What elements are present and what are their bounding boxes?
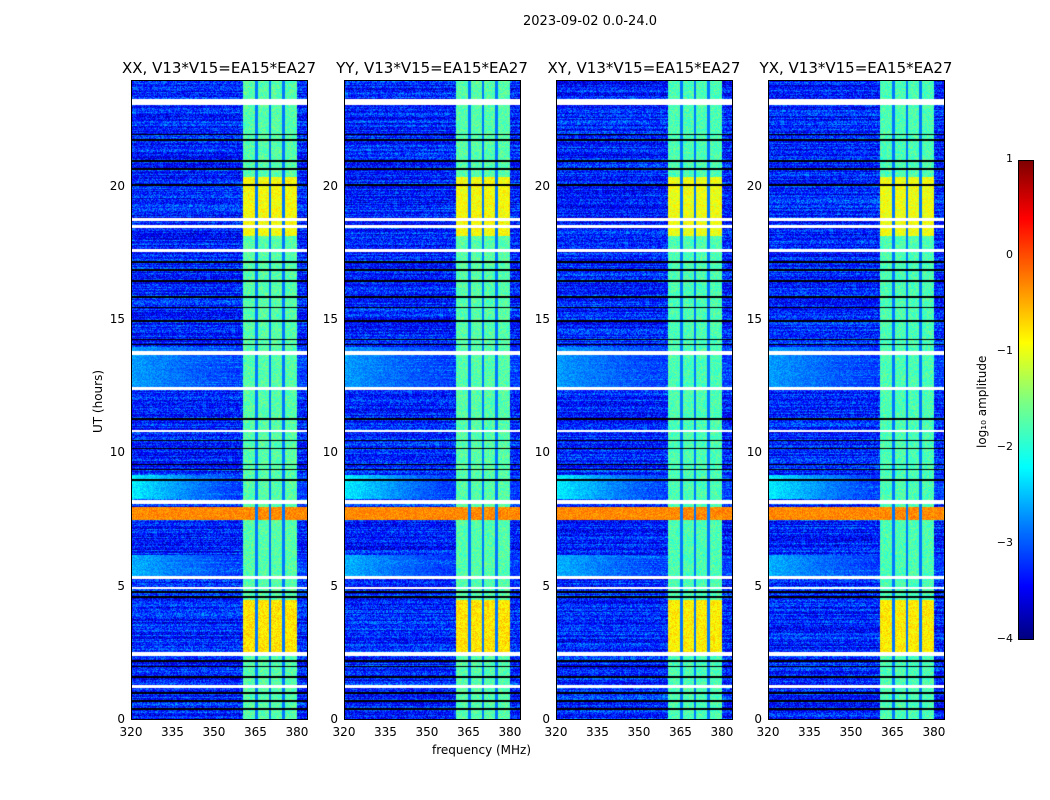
y-tick-label: 5: [117, 578, 125, 593]
y-tick-label: 0: [117, 712, 125, 726]
colorbar-tick-label: −3: [996, 536, 1013, 549]
x-tick-label: 320: [544, 725, 568, 739]
y-axis-label: UT (hours): [91, 369, 105, 433]
x-tick-label: 350: [839, 725, 863, 739]
x-tick-label: 365: [244, 725, 267, 739]
y-tick-label: 10: [322, 445, 338, 460]
heatmap-canvas-1: [345, 81, 520, 719]
heatmap-canvas-2: [557, 81, 732, 719]
x-tick-label: 380: [710, 725, 734, 739]
panel-title-0: XX, V13*V15=EA15*EA27: [121, 59, 316, 77]
y-tick-label: 10: [746, 445, 762, 460]
x-tick-label: 335: [161, 725, 184, 739]
spectrogram-panel-0: [131, 80, 308, 720]
x-tick-label: 320: [119, 725, 143, 739]
spectrogram-panel-1: [344, 80, 521, 720]
colorbar: [1018, 160, 1034, 640]
x-tick-label: 350: [415, 725, 439, 739]
colorbar-tick-label: 1: [1006, 152, 1013, 165]
colorbar-tick-label: 0: [1006, 248, 1013, 261]
y-tick-label: 15: [534, 312, 550, 326]
y-tick-label: 15: [109, 312, 125, 326]
x-tick-label: 350: [627, 725, 651, 739]
y-tick-label: 20: [109, 178, 125, 193]
colorbar-tick-label: −4: [996, 632, 1013, 645]
x-tick-label: 350: [202, 725, 226, 739]
colorbar-tick-label: −1: [996, 344, 1013, 357]
x-tick-label: 380: [922, 725, 946, 739]
y-tick-label: 0: [754, 712, 762, 726]
figure-suptitle: 2023-09-02 0.0-24.0: [523, 14, 657, 29]
y-tick-label: 5: [754, 578, 762, 593]
x-tick-label: 320: [332, 725, 356, 739]
y-tick-label: 20: [746, 178, 762, 193]
panel-title-1: YY, V13*V15=EA15*EA27: [336, 59, 528, 77]
x-tick-label: 365: [457, 725, 480, 739]
y-tick-label: 5: [542, 578, 550, 593]
y-tick-label: 15: [746, 312, 762, 326]
colorbar-tick-label: −2: [996, 440, 1013, 453]
y-tick-label: 15: [322, 312, 338, 326]
y-tick-label: 20: [534, 178, 550, 193]
colorbar-label: log₁₀ amplitude: [975, 355, 989, 448]
panel-title-3: YX, V13*V15=EA15*EA27: [759, 59, 953, 77]
x-tick-label: 335: [798, 725, 821, 739]
heatmap-canvas-3: [769, 81, 944, 719]
panel-title-2: XY, V13*V15=EA15*EA27: [547, 59, 741, 77]
x-tick-label: 335: [374, 725, 397, 739]
y-tick-label: 20: [322, 178, 338, 193]
x-tick-label: 380: [285, 725, 309, 739]
y-tick-label: 10: [109, 445, 125, 460]
x-axis-label: frequency (MHz): [432, 743, 532, 757]
spectrogram-panel-3: [768, 80, 945, 720]
y-tick-label: 0: [330, 712, 338, 726]
x-tick-label: 320: [756, 725, 780, 739]
x-tick-label: 365: [669, 725, 692, 739]
y-tick-label: 5: [330, 578, 338, 593]
x-tick-label: 380: [498, 725, 522, 739]
spectrogram-panel-2: [556, 80, 733, 720]
x-tick-label: 335: [586, 725, 609, 739]
y-tick-label: 0: [542, 712, 550, 726]
y-tick-label: 10: [534, 445, 550, 460]
x-tick-label: 365: [881, 725, 904, 739]
heatmap-canvas-0: [132, 81, 307, 719]
